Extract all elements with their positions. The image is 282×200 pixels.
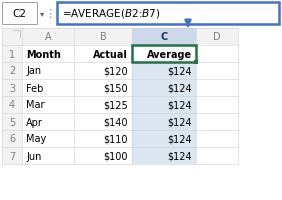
Text: A: A bbox=[45, 32, 51, 42]
Text: $100: $100 bbox=[103, 151, 128, 161]
Text: Month: Month bbox=[26, 49, 61, 59]
Bar bbox=[132, 46, 196, 63]
Text: $124: $124 bbox=[168, 117, 192, 127]
Bar bbox=[132, 29, 196, 46]
Text: ▾: ▾ bbox=[40, 9, 44, 18]
Text: $150: $150 bbox=[103, 83, 128, 93]
Text: $110: $110 bbox=[103, 134, 128, 144]
Bar bbox=[194, 61, 198, 65]
Text: Average: Average bbox=[147, 49, 192, 59]
Bar bbox=[2, 29, 238, 164]
Text: B: B bbox=[100, 32, 106, 42]
Text: 5: 5 bbox=[9, 117, 15, 127]
Text: $124: $124 bbox=[168, 134, 192, 144]
Text: D: D bbox=[213, 32, 221, 42]
Text: $124: $124 bbox=[168, 83, 192, 93]
Text: 1: 1 bbox=[9, 49, 15, 59]
Text: C: C bbox=[160, 32, 168, 42]
Text: Mar: Mar bbox=[26, 100, 45, 110]
Text: 4: 4 bbox=[9, 100, 15, 110]
Bar bbox=[57, 3, 279, 25]
Bar bbox=[196, 29, 238, 46]
Text: 3: 3 bbox=[9, 83, 15, 93]
Text: 2: 2 bbox=[9, 66, 15, 76]
Bar bbox=[22, 29, 74, 46]
Text: $124: $124 bbox=[168, 66, 192, 76]
Text: $125: $125 bbox=[103, 100, 128, 110]
Text: Jan: Jan bbox=[26, 66, 41, 76]
Text: $124: $124 bbox=[168, 100, 192, 110]
Text: $120: $120 bbox=[103, 66, 128, 76]
Text: C2: C2 bbox=[12, 9, 27, 19]
Text: $140: $140 bbox=[103, 117, 128, 127]
Text: 7: 7 bbox=[9, 151, 15, 161]
Bar bbox=[132, 46, 196, 164]
Text: ⋮: ⋮ bbox=[45, 9, 56, 19]
Bar bbox=[132, 46, 196, 63]
Text: Apr: Apr bbox=[26, 117, 43, 127]
Text: Jun: Jun bbox=[26, 151, 41, 161]
Text: $124: $124 bbox=[168, 151, 192, 161]
Bar bbox=[2, 3, 37, 25]
Bar bbox=[74, 29, 132, 46]
Text: 6: 6 bbox=[9, 134, 15, 144]
Text: =AVERAGE($B$2:$B$7): =AVERAGE($B$2:$B$7) bbox=[62, 7, 160, 20]
Text: Feb: Feb bbox=[26, 83, 43, 93]
Bar bbox=[2, 29, 22, 164]
Text: May: May bbox=[26, 134, 46, 144]
Text: Actual: Actual bbox=[93, 49, 128, 59]
